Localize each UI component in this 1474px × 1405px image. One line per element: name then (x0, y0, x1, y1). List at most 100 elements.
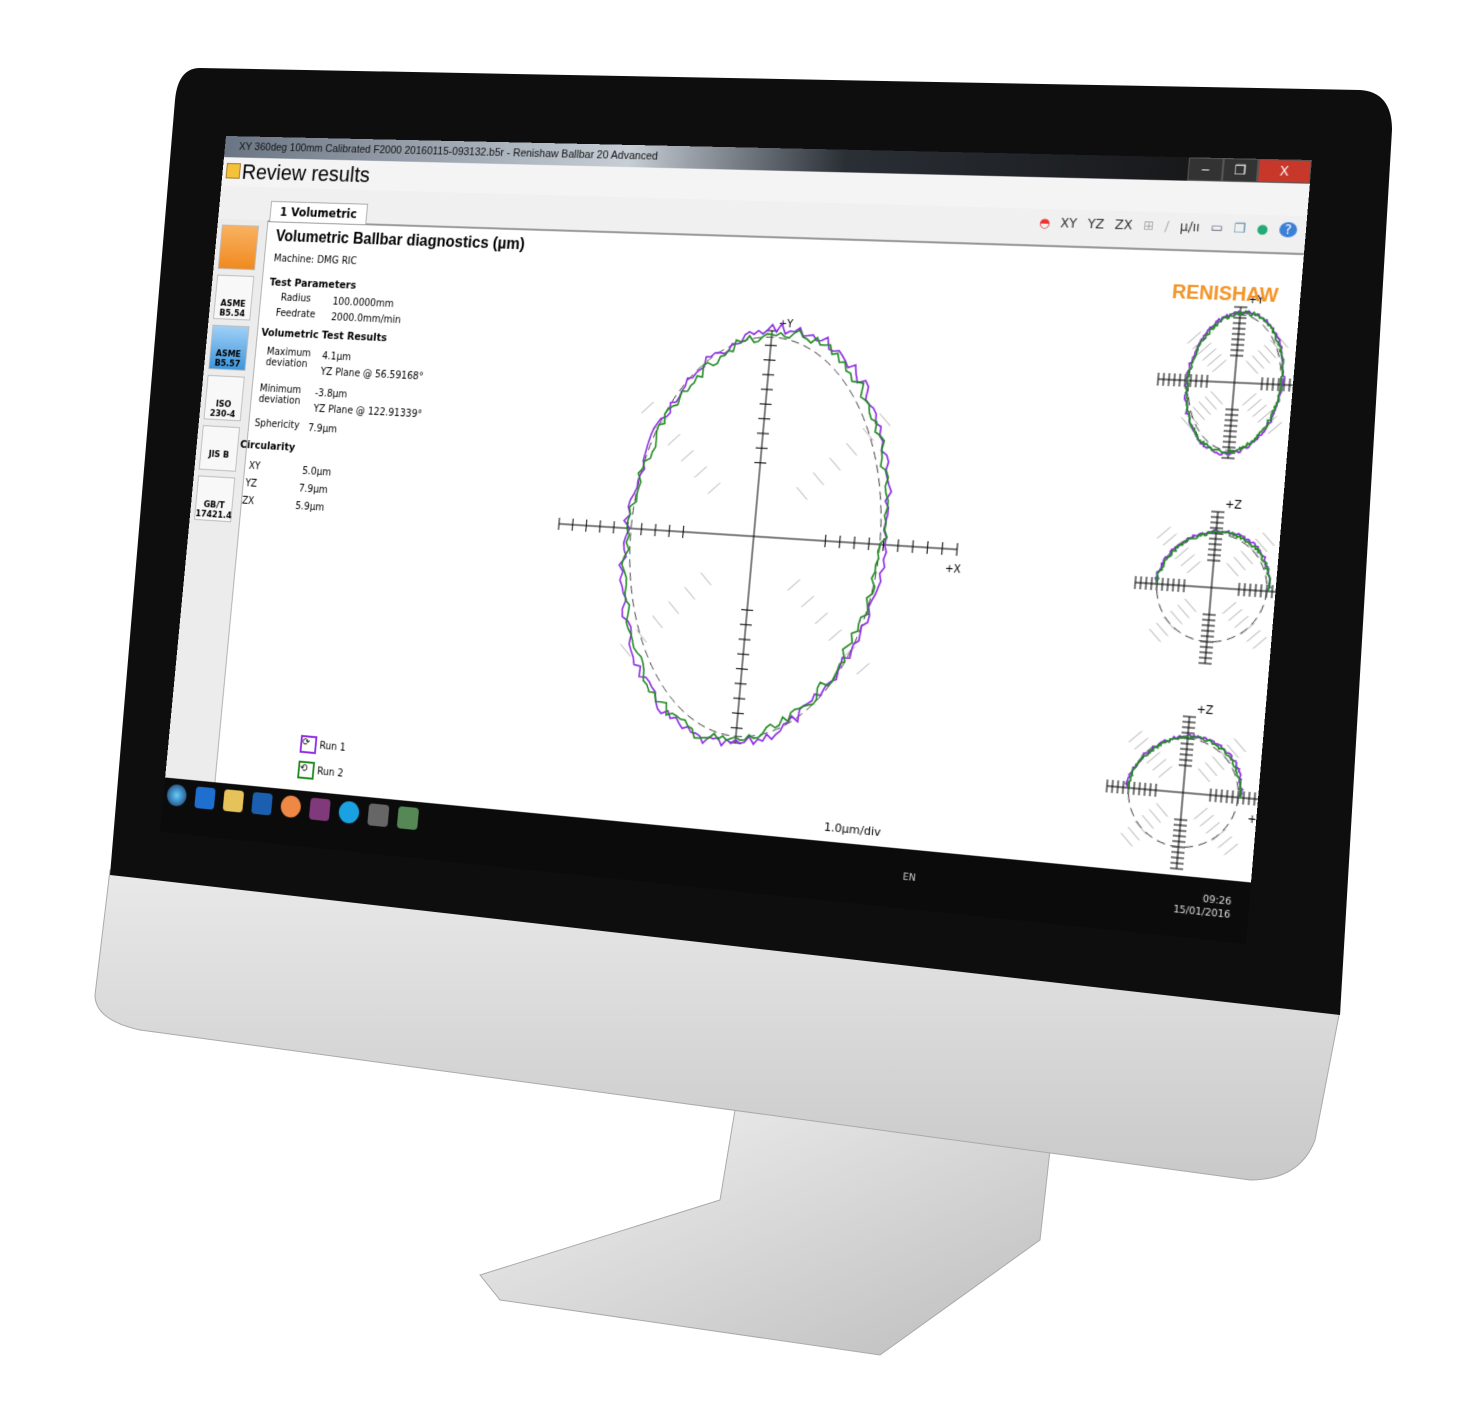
restore-button[interactable]: ❐ (1221, 158, 1259, 183)
x-tick (1206, 375, 1207, 388)
hatch-mark (1206, 821, 1220, 834)
x-tick (1254, 792, 1255, 805)
x-tick (1123, 781, 1124, 794)
y-tick (1170, 868, 1183, 869)
y-tick (1179, 760, 1192, 761)
sidebar-item-iso-230-4[interactable]: ISO 230-4 (203, 374, 245, 422)
hatch-mark (1208, 354, 1221, 367)
y-tick (1232, 328, 1245, 329)
sidebar-item-jis-b[interactable]: JIS B (198, 425, 241, 472)
hatch-mark (1253, 404, 1267, 417)
machine-icon[interactable]: ◓ (1038, 215, 1051, 231)
hatch-mark (1148, 629, 1161, 642)
y-tick (1182, 722, 1195, 723)
y-tick (1226, 409, 1239, 410)
minimize-button[interactable]: – (1187, 157, 1224, 182)
x-tick (1174, 373, 1175, 386)
y-tick (1182, 727, 1195, 728)
x-tick (683, 526, 684, 538)
hatch-mark (668, 601, 680, 613)
run-1-icon: ⟳ (299, 734, 318, 755)
outlook-icon[interactable] (251, 791, 273, 816)
y-tick (1209, 538, 1222, 539)
hatch-mark (788, 579, 800, 592)
skype-icon[interactable] (337, 800, 361, 825)
legend-run-1[interactable]: ⟳ Run 1 (299, 734, 346, 757)
toolbar: ◓ XY YZ ZX ⊞ / µ/ıı ▭ ❐ ● ? (1038, 215, 1298, 238)
y-tick (1231, 345, 1244, 346)
ballbar-app-icon[interactable] (367, 803, 390, 828)
y-tick (1233, 318, 1246, 319)
language-indicator[interactable]: EN (902, 872, 917, 885)
home-icon[interactable] (225, 162, 242, 179)
hatch-mark (801, 595, 813, 608)
y-tick (757, 433, 769, 434)
hatch-mark (1263, 345, 1277, 358)
x-tick (1146, 577, 1147, 590)
sidebar-item-volumetric[interactable] (217, 224, 260, 271)
x-tick (1140, 576, 1141, 589)
hatch-mark (1192, 407, 1205, 420)
x-tick (1167, 578, 1168, 591)
wrench-icon[interactable]: / (1164, 218, 1170, 234)
print-icon[interactable]: ▭ (1210, 219, 1224, 236)
y-tick (1210, 528, 1223, 529)
plane-xy-button[interactable]: XY (1059, 215, 1078, 231)
close-button[interactable]: X (1256, 158, 1312, 184)
hatch-mark (1233, 557, 1247, 570)
hatch-mark (652, 616, 664, 628)
help-button[interactable]: ? (1278, 221, 1298, 238)
plane-zx-button[interactable]: ZX (1114, 217, 1134, 233)
hatch-mark (1153, 758, 1166, 771)
y-tick (1170, 863, 1183, 864)
start-button[interactable] (166, 783, 188, 807)
x-tick (912, 540, 913, 553)
chrome-icon[interactable] (279, 794, 302, 819)
explorer-icon[interactable] (222, 789, 245, 813)
y-tick (1171, 852, 1184, 853)
y-tick (1222, 447, 1235, 448)
hatch-mark (1223, 601, 1236, 614)
ie-icon[interactable] (194, 786, 216, 810)
plane-yz-button[interactable]: YZ (1086, 216, 1105, 232)
x-tick (1215, 789, 1216, 802)
clock[interactable]: 09:26 15/01/2016 (1173, 890, 1232, 922)
x-tick (1150, 783, 1151, 796)
app-icon[interactable] (396, 806, 420, 831)
sidebar-item-asme-b554[interactable]: ASME B5.54 (213, 274, 255, 321)
x-tick (942, 542, 943, 555)
copy-icon[interactable]: ❐ (1233, 220, 1247, 237)
hatch-mark (1200, 814, 1213, 827)
report-panel: +Y+X+Y+X+Z+Y+Z+X Volumetric Ballbar diag… (215, 222, 1304, 883)
tab-volumetric[interactable]: 1 Volumetric (269, 200, 368, 225)
y-tick (761, 389, 773, 390)
x-tick (613, 521, 614, 533)
hatch-mark (1159, 765, 1172, 778)
sidebar-item-asme-b557[interactable]: ASME B5.57 (208, 324, 250, 371)
x-tick (1249, 792, 1250, 805)
y-tick (1173, 830, 1186, 831)
onenote-icon[interactable] (308, 797, 331, 822)
y-tick (1211, 511, 1224, 512)
circularity-zx-label: ZX (241, 495, 255, 508)
hatch-mark (1155, 623, 1168, 636)
y-tick (1199, 652, 1212, 653)
sidebar-item-gbt[interactable]: GB/T 17421.4 (194, 475, 236, 523)
y-tick (731, 728, 743, 729)
y-tick (1179, 765, 1192, 766)
units-button[interactable]: µ/ıı (1179, 219, 1201, 235)
hatch-mark (708, 482, 720, 494)
y-tick (754, 463, 766, 464)
hatch-mark (1243, 393, 1256, 406)
feedrate-label: Feedrate (275, 308, 316, 321)
hatch-mark (1251, 356, 1265, 369)
hatch-mark (681, 450, 693, 462)
radius-label: Radius (280, 292, 312, 305)
globe-icon[interactable]: ● (1256, 221, 1269, 237)
x-tick (1201, 375, 1202, 388)
x-tick (1155, 784, 1156, 797)
x-tick (1163, 373, 1164, 386)
grid-icon[interactable]: ⊞ (1142, 218, 1155, 234)
hatch-mark (1163, 533, 1176, 546)
x-tick (1272, 378, 1273, 391)
